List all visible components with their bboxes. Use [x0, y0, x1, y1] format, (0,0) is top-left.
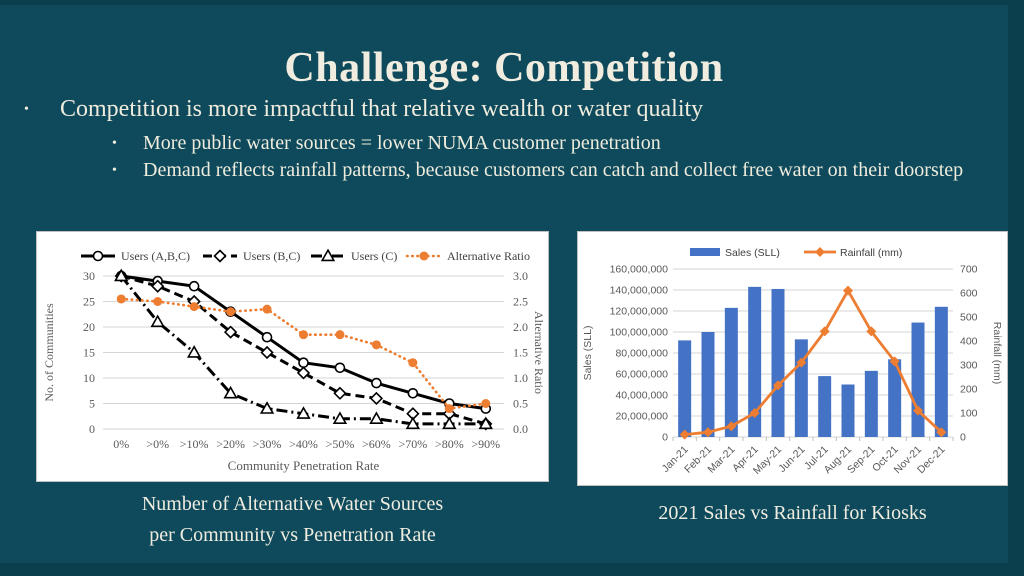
- chart-sales-rainfall: 0 20,000,000 40,000,000 60,000,000 80,000,00…: [582, 247, 1003, 477]
- left-chart-caption-line2: per Community vs Penetration Rate: [149, 524, 436, 546]
- svg-text:0: 0: [662, 432, 668, 444]
- bullet-level2-sources-text: More public water sources = lower NUMA c…: [143, 132, 661, 154]
- svg-text:100,000,000: 100,000,000: [610, 327, 669, 339]
- svg-text:40,000,000: 40,000,000: [615, 390, 668, 402]
- series-users-a-b-c: [115, 270, 492, 414]
- legend: Users (A,B,C) Users (B,C) Users (C) Alterna…: [81, 248, 530, 263]
- svg-text:>70%: >70%: [398, 437, 427, 451]
- svg-text:Jun-21: Jun-21: [776, 444, 807, 475]
- svg-text:500: 500: [960, 312, 978, 324]
- svg-text:>20%: >20%: [216, 437, 245, 451]
- svg-text:>40%: >40%: [289, 437, 318, 451]
- slide-border-right: [1008, 0, 1024, 576]
- svg-text:>0%: >0%: [146, 437, 169, 451]
- svg-text:600: 600: [960, 288, 978, 300]
- series-users-c: [114, 268, 493, 430]
- svg-text:>90%: >90%: [471, 437, 500, 451]
- svg-text:15: 15: [83, 346, 95, 360]
- svg-text:>50%: >50%: [326, 437, 355, 451]
- svg-text:>10%: >10%: [180, 437, 209, 451]
- svg-text:0.5: 0.5: [513, 397, 528, 411]
- svg-text:140,000,000: 140,000,000: [610, 285, 669, 297]
- bullet-level2-sources: • More public water sources = lower NUMA…: [112, 130, 992, 156]
- bullet-dot: •: [112, 136, 117, 151]
- svg-text:Sales (SLL): Sales (SLL): [725, 247, 780, 259]
- series-sales-sll: [678, 286, 948, 437]
- svg-text:3.0: 3.0: [513, 269, 528, 283]
- svg-text:25: 25: [83, 295, 95, 309]
- svg-text:0: 0: [89, 422, 95, 436]
- bullet-level2-rainfall-text: Demand reflects rainfall patterns, becau…: [143, 159, 964, 181]
- slide-title: Challenge: Competition: [284, 45, 724, 92]
- svg-text:20: 20: [83, 320, 95, 334]
- legend: Sales (SLL) Rainfall (mm): [690, 247, 902, 259]
- svg-text:>30%: >30%: [253, 437, 282, 451]
- slide-border-top: [0, 0, 1024, 5]
- slide-border-bottom: [0, 563, 1024, 576]
- svg-text:0.0: 0.0: [513, 422, 528, 436]
- bullet-dot: •: [24, 102, 29, 117]
- right-chart-caption: 2021 Sales vs Rainfall for Kiosks: [658, 502, 927, 524]
- chart-sales-rainfall-panel: 0 20,000,000 40,000,000 60,000,000 80,000,00…: [577, 231, 1008, 486]
- bullet-level1-text: Competition is more impactful that relat…: [60, 96, 704, 122]
- left-chart-caption: Number of Alternative Water Sources per …: [36, 489, 549, 551]
- bullet-dot: •: [112, 163, 117, 178]
- svg-text:400: 400: [960, 336, 978, 348]
- svg-text:1.5: 1.5: [513, 346, 528, 360]
- chart-alt-sources-panel: 0 5 10 15 20 25 30 0.0 0.5 1.0 1.5 2.0 2.5 3.0 0% >0% >1…: [36, 231, 549, 482]
- svg-text:Users (B,C): Users (B,C): [243, 249, 300, 263]
- svg-text:1.0: 1.0: [513, 371, 528, 385]
- svg-text:Sales (SLL): Sales (SLL): [582, 326, 594, 381]
- bullet-level1: • Competition is more impactful that rel…: [24, 94, 984, 124]
- series-rainfall-mm: [679, 285, 947, 440]
- svg-text:30: 30: [83, 269, 95, 283]
- svg-text:5: 5: [89, 397, 95, 411]
- svg-text:10: 10: [83, 371, 95, 385]
- svg-text:2.0: 2.0: [513, 320, 528, 334]
- svg-text:>60%: >60%: [362, 437, 391, 451]
- svg-text:0: 0: [960, 432, 966, 444]
- svg-text:0%: 0%: [113, 437, 129, 451]
- series-alternative-ratio: [116, 294, 491, 414]
- svg-text:Users (C): Users (C): [351, 249, 397, 263]
- chart-alt-sources: 0 5 10 15 20 25 30 0.0 0.5 1.0 1.5 2.0 2.5 3.0 0% >0% >1…: [42, 248, 546, 473]
- svg-text:60,000,000: 60,000,000: [615, 369, 668, 381]
- svg-text:200: 200: [960, 384, 978, 396]
- svg-text:Alternative Ratio: Alternative Ratio: [532, 311, 546, 394]
- series-users-b-c: [114, 269, 493, 431]
- svg-text:100: 100: [960, 408, 978, 420]
- svg-text:300: 300: [960, 360, 978, 372]
- svg-text:Users (A,B,C): Users (A,B,C): [121, 249, 190, 263]
- svg-text:Community Penetration Rate: Community Penetration Rate: [228, 458, 380, 473]
- svg-text:Rainfall (mm): Rainfall (mm): [991, 322, 1003, 384]
- left-chart-caption-line1: Number of Alternative Water Sources: [141, 493, 444, 515]
- plot-area: 0 5 10 15 20 25 30 0.0 0.5 1.0 1.5 2.0 2.5 3.0 0% >0% >1…: [42, 269, 546, 473]
- svg-text:2.5: 2.5: [513, 295, 528, 309]
- svg-text:80,000,000: 80,000,000: [615, 348, 668, 360]
- svg-text:120,000,000: 120,000,000: [610, 306, 669, 318]
- svg-text:No. of Communities: No. of Communities: [42, 303, 56, 402]
- svg-text:700: 700: [960, 264, 978, 276]
- svg-text:>80%: >80%: [435, 437, 464, 451]
- svg-text:Rainfall (mm): Rainfall (mm): [840, 247, 902, 259]
- svg-text:Alternative Ratio: Alternative Ratio: [447, 249, 530, 263]
- svg-text:160,000,000: 160,000,000: [610, 264, 669, 276]
- svg-text:20,000,000: 20,000,000: [615, 411, 668, 423]
- bullet-level2-rainfall: • Demand reflects rainfall patterns, bec…: [112, 157, 998, 183]
